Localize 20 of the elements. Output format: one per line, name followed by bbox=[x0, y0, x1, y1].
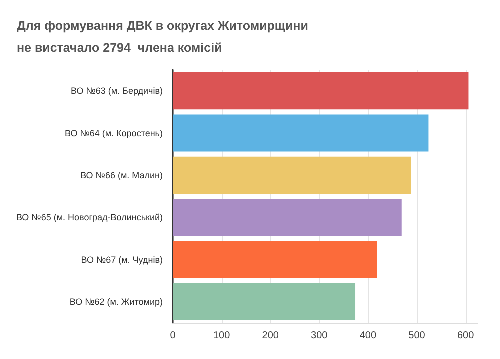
bar bbox=[173, 241, 378, 278]
bar bbox=[173, 156, 412, 194]
y-tick-label: ВО №64 (м. Коростень) bbox=[65, 128, 163, 138]
bar bbox=[173, 199, 402, 236]
x-tick-label: 400 bbox=[360, 330, 377, 342]
x-tick-label: 500 bbox=[408, 330, 426, 342]
bar bbox=[173, 72, 469, 110]
chart-title: Для формування ДВК в округах Житомирщини не вистачало 2794 члена комісій bbox=[17, 19, 312, 55]
y-tick-label: ВО №63 (м. Бердичів) bbox=[70, 86, 163, 96]
y-tick-label: ВО №66 (м. Малин) bbox=[80, 170, 164, 180]
y-tick-label: ВО №65 (м. Новоград-Волинський) bbox=[16, 212, 163, 223]
x-tick-label: 0 bbox=[170, 330, 176, 342]
x-tick-label: 600 bbox=[457, 330, 475, 342]
x-tick-label: 200 bbox=[262, 330, 280, 342]
x-tick-label: 100 bbox=[213, 330, 231, 342]
bar bbox=[173, 283, 356, 320]
bar bbox=[173, 114, 429, 152]
y-tick-label: ВО №67 (м. Чуднів) bbox=[81, 254, 163, 265]
y-tick-label: ВО №62 (м. Житомир) bbox=[70, 296, 163, 307]
x-tick-label: 300 bbox=[311, 330, 328, 342]
